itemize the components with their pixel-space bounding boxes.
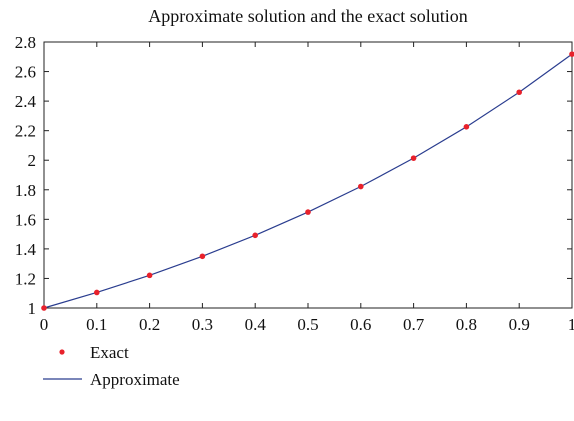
y-tick-label: 1.6 — [15, 210, 36, 229]
series-layer — [41, 51, 574, 311]
x-tick-label: 0 — [40, 315, 49, 334]
data-point-exact — [146, 272, 153, 279]
data-point-exact — [252, 232, 258, 239]
data-point-exact — [463, 124, 470, 130]
legend: Exact Approximate — [43, 343, 180, 389]
y-tick-label: 1.4 — [15, 240, 37, 259]
x-axis-ticks: 0 0.1 0.2 0.3 0.4 0.5 0.6 0.7 0.8 0.9 1 — [40, 42, 574, 334]
data-point-exact — [358, 183, 364, 190]
plot-frame — [43, 41, 573, 309]
chart-title: Approximate solution and the exact solut… — [148, 6, 467, 26]
y-tick-label: 2.2 — [15, 122, 36, 141]
x-tick-label: 0.7 — [403, 315, 425, 334]
data-point-exact — [41, 305, 47, 311]
plot-area: 0 0.1 0.2 0.3 0.4 0.5 0.6 0.7 0.8 0.9 1 1 1.2 1.4 1.6… — [15, 33, 574, 334]
series-line-approximate — [43, 53, 573, 309]
legend-marker-exact — [59, 349, 65, 355]
y-tick-label: 2 — [28, 151, 37, 170]
y-tick-label: 2.8 — [15, 33, 36, 52]
x-tick-label: 0.2 — [139, 315, 160, 334]
y-axis-ticks: 1 1.2 1.4 1.6 1.8 2 2.2 2.4 2.6 2.8 — [15, 33, 572, 318]
data-point-exact — [569, 51, 574, 57]
legend-label-exact: Exact — [90, 343, 129, 362]
x-tick-label: 0.3 — [192, 315, 213, 334]
x-tick-label: 0.6 — [350, 315, 371, 334]
x-tick-label: 0.9 — [509, 315, 530, 334]
y-tick-label: 1 — [28, 299, 37, 318]
data-point-exact — [94, 289, 100, 296]
data-point-exact — [410, 155, 417, 161]
y-tick-label: 1.2 — [15, 269, 36, 288]
x-tick-label: 0.8 — [456, 315, 477, 334]
y-tick-label: 1.8 — [15, 181, 36, 200]
y-tick-label: 2.4 — [15, 92, 37, 111]
x-tick-label: 0.5 — [297, 315, 318, 334]
x-tick-label: 1 — [568, 315, 574, 334]
data-point-exact — [199, 253, 206, 260]
y-tick-label: 2.6 — [15, 63, 36, 82]
data-point-exact — [305, 209, 311, 215]
x-tick-label: 0.1 — [86, 315, 107, 334]
legend-label-approximate: Approximate — [90, 370, 180, 389]
x-tick-label: 0.4 — [245, 315, 267, 334]
data-point-exact — [516, 89, 522, 96]
